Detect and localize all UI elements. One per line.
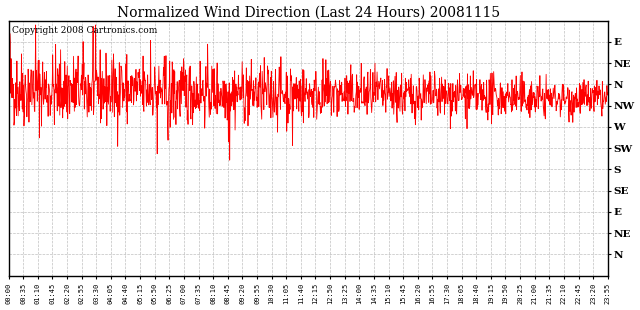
Text: Copyright 2008 Cartronics.com: Copyright 2008 Cartronics.com — [12, 26, 157, 35]
Title: Normalized Wind Direction (Last 24 Hours) 20081115: Normalized Wind Direction (Last 24 Hours… — [116, 6, 500, 20]
